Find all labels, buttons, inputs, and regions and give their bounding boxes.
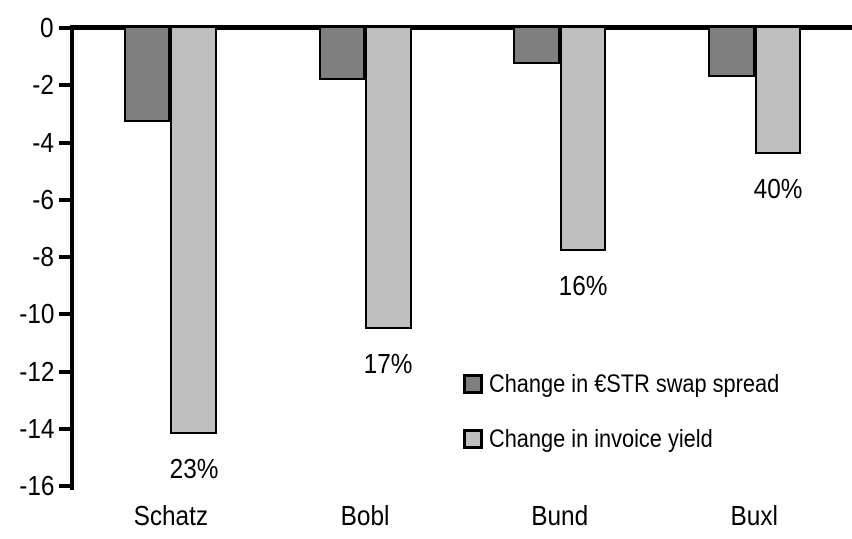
legend-label-0-text: Change in €STR swap spread bbox=[489, 370, 780, 398]
bar-buxl-series0 bbox=[708, 26, 755, 77]
y-tick-mark bbox=[59, 484, 71, 488]
legend-swatch-icon bbox=[463, 374, 483, 394]
y-tick-label: -14 bbox=[0, 412, 54, 446]
legend-swatch-icon bbox=[463, 429, 483, 449]
bar-label-buxl-text: 40% bbox=[753, 172, 803, 204]
bar-label-schatz-text: 23% bbox=[169, 453, 218, 485]
y-tick-label-text: -4 bbox=[32, 126, 54, 158]
bar-label-buxl: 40% bbox=[708, 172, 848, 204]
y-tick-label: -12 bbox=[0, 355, 54, 389]
x-axis-label-bund: Bund bbox=[463, 500, 657, 532]
y-tick-label-text: 0 bbox=[40, 12, 54, 43]
bar-label-schatz: 23% bbox=[124, 454, 264, 484]
y-tick-label: -16 bbox=[0, 469, 54, 503]
bar-schatz-series0 bbox=[123, 26, 171, 123]
x-axis-zero-line bbox=[70, 25, 852, 30]
bar-bund-series1 bbox=[559, 26, 607, 252]
y-tick-mark bbox=[59, 83, 71, 88]
x-axis-label-buxl-text: Buxl bbox=[730, 500, 779, 531]
legend-label-1-text: Change in invoice yield bbox=[489, 425, 713, 453]
y-axis-line bbox=[70, 25, 74, 490]
y-tick-label-text: -8 bbox=[32, 241, 54, 272]
y-tick-label: 0 bbox=[0, 11, 54, 45]
y-tick-mark bbox=[59, 197, 71, 202]
bar-label-bund-text: 16% bbox=[558, 270, 608, 302]
y-tick-mark bbox=[59, 312, 71, 317]
legend-label-1: Change in invoice yield bbox=[489, 426, 746, 452]
y-tick-mark bbox=[59, 426, 71, 431]
x-axis-label-schatz: Schatz bbox=[73, 500, 267, 532]
bar-label-bobl-text: 17% bbox=[363, 347, 413, 379]
y-tick-label: -4 bbox=[0, 126, 54, 160]
legend-item-0: Change in €STR swap spread bbox=[463, 371, 823, 397]
x-axis-label-bobl: Bobl bbox=[268, 500, 462, 532]
y-tick-mark bbox=[59, 26, 71, 30]
y-tick-label-text: -14 bbox=[18, 412, 54, 444]
y-tick-mark bbox=[59, 369, 71, 374]
y-tick-mark bbox=[59, 255, 71, 259]
x-axis-label-buxl: Buxl bbox=[658, 500, 852, 532]
bar-buxl-series1 bbox=[754, 26, 802, 154]
y-tick-label: -10 bbox=[0, 297, 54, 331]
y-tick-label-text: -16 bbox=[18, 470, 54, 501]
y-tick-label: -2 bbox=[0, 68, 54, 102]
x-axis-label-bobl-text: Bobl bbox=[340, 500, 390, 531]
y-tick-label-text: -10 bbox=[18, 298, 54, 330]
bar-bobl-series1 bbox=[365, 26, 412, 329]
bar-label-bobl: 17% bbox=[318, 347, 458, 379]
y-tick-label-text: -2 bbox=[32, 69, 54, 101]
bar-label-bund: 16% bbox=[513, 271, 653, 301]
y-tick-mark bbox=[59, 140, 71, 145]
y-tick-label: -6 bbox=[0, 183, 54, 217]
legend-label-0: Change in €STR swap spread bbox=[489, 371, 823, 397]
y-tick-label-text: -12 bbox=[18, 355, 54, 387]
legend-item-1: Change in invoice yield bbox=[463, 426, 746, 452]
bar-bobl-series0 bbox=[318, 26, 366, 80]
y-tick-label: -8 bbox=[0, 240, 54, 274]
bar-bund-series0 bbox=[513, 26, 560, 64]
y-tick-label-text: -6 bbox=[32, 183, 54, 215]
x-axis-label-schatz-text: Schatz bbox=[133, 500, 208, 531]
bar-schatz-series1 bbox=[170, 26, 217, 435]
x-axis-label-bund-text: Bund bbox=[531, 500, 589, 531]
